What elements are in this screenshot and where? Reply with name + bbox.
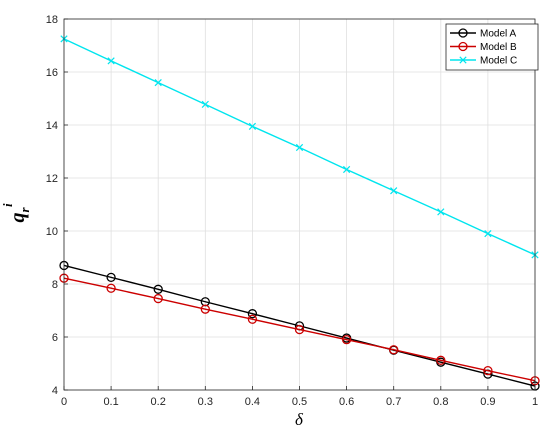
y-tick-label: 12 (46, 173, 58, 185)
x-axis-label: δ (295, 410, 304, 429)
x-tick-label: 0.8 (433, 396, 448, 408)
y-tick-label: 16 (46, 67, 58, 79)
svg-text:qr: qr (7, 207, 32, 223)
data-point-model-a (106, 272, 116, 283)
data-point-model-a (247, 309, 258, 319)
x-tick-label: 0.4 (245, 396, 260, 408)
legend-marker (458, 28, 468, 38)
data-point-model-c (390, 187, 398, 195)
data-point-model-b (341, 334, 352, 345)
legend: Model A Model B Model C (445, 23, 539, 71)
y-axis-label: qr i (0, 203, 32, 223)
data-point-model-c (342, 165, 351, 174)
data-point-model-c (107, 57, 115, 65)
legend-marker (459, 56, 467, 64)
x-tick-label: 0.5 (292, 396, 307, 408)
y-tick-label: 6 (52, 332, 58, 344)
data-point-model-c (295, 143, 304, 152)
data-point-model-b (436, 355, 446, 365)
legend-label: Model A (480, 29, 516, 40)
data-point-model-b (200, 304, 210, 314)
legend-label: Model B (480, 42, 517, 53)
y-tick-label: 8 (52, 279, 58, 291)
series-model-c (60, 35, 539, 259)
x-tick-label: 0.3 (198, 396, 213, 408)
y-tick-label: 14 (46, 120, 58, 132)
data-point-model-c (484, 230, 492, 238)
data-point-model-c (154, 78, 162, 87)
legend-marker (458, 41, 468, 52)
y-tick-label: 18 (46, 14, 58, 26)
y-axis-label-sub: r (17, 207, 32, 213)
legend-entry-model-a: Model A (450, 28, 516, 40)
ticks: 0 0.1 0.2 0.3 0.4 0.5 0.6 0.7 0.8 0.9 146810121416… (46, 14, 538, 408)
x-tick-label: 0.2 (151, 396, 166, 408)
data-point-model-b (483, 366, 493, 376)
series-layer (59, 35, 540, 391)
y-tick-label: 10 (46, 226, 58, 238)
legend-entry-model-b: Model B (450, 41, 517, 53)
x-tick-label: 0 (61, 396, 67, 408)
data-point-model-b (389, 345, 399, 355)
data-point-model-b (153, 293, 163, 304)
x-tick-label: 0.6 (339, 396, 354, 408)
y-tick-label: 4 (52, 385, 58, 397)
data-point-model-b (106, 283, 116, 293)
series-line-model-b (63, 277, 536, 382)
data-point-model-c (248, 122, 257, 130)
x-tick-label: 1 (532, 396, 538, 408)
x-tick-label: 0.7 (386, 396, 401, 408)
legend-label: Model C (480, 56, 517, 67)
data-point-model-a (153, 284, 163, 294)
data-point-model-c (201, 100, 209, 108)
series-model-b (59, 273, 540, 386)
y-axis-label-sup: i (0, 203, 15, 207)
legend-entry-model-c: Model C (450, 56, 517, 67)
data-point-model-b (247, 314, 258, 324)
data-point-model-b (294, 324, 305, 335)
x-tick-label: 0.1 (103, 396, 118, 408)
y-axis-label-base: q (7, 213, 29, 223)
data-point-model-c (437, 208, 445, 216)
x-tick-label: 0.9 (480, 396, 495, 408)
